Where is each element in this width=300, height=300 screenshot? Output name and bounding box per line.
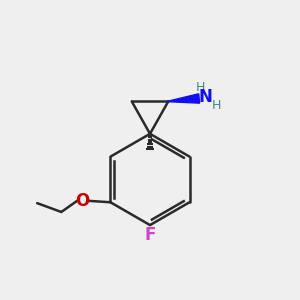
Text: F: F xyxy=(144,226,156,244)
Polygon shape xyxy=(168,94,200,103)
Text: O: O xyxy=(75,192,90,210)
Text: H: H xyxy=(196,81,205,94)
Text: N: N xyxy=(199,88,213,106)
Text: H: H xyxy=(211,99,220,112)
